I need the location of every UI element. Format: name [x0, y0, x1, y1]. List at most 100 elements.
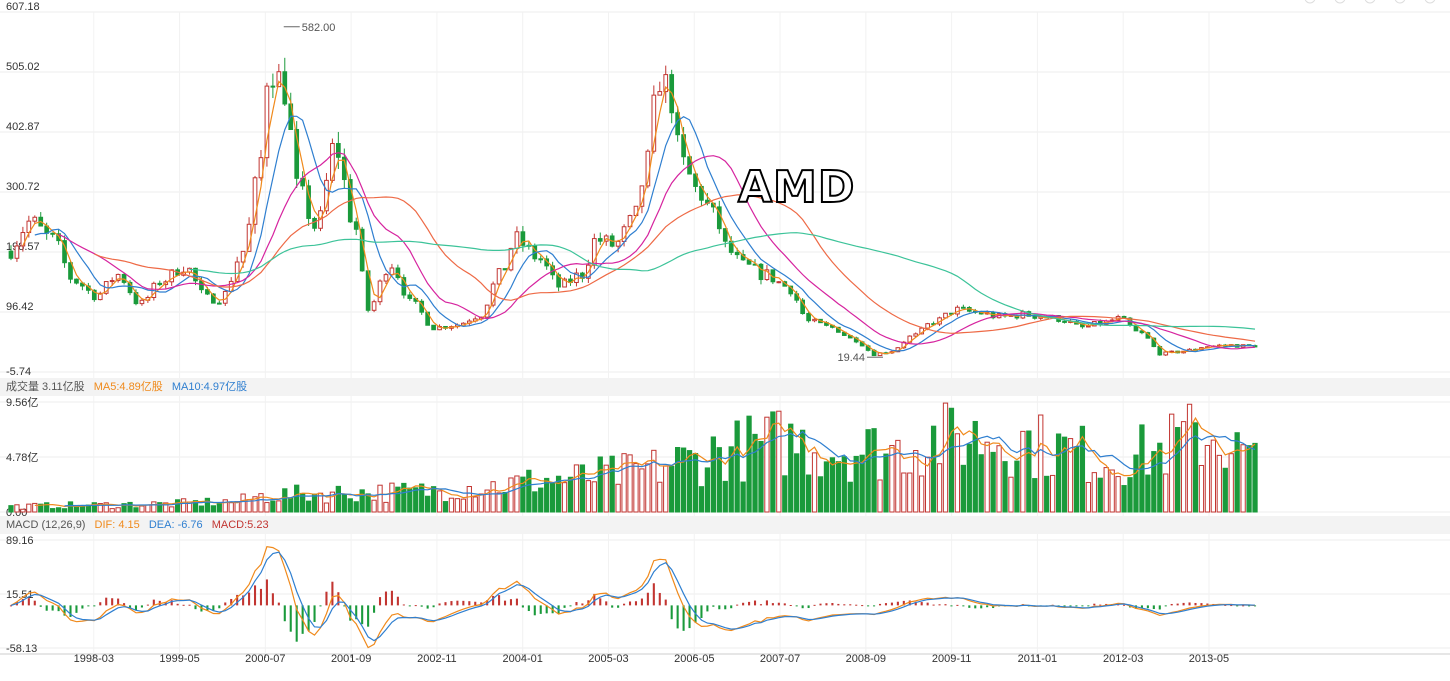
volume-bar-down: [442, 501, 449, 513]
macd-bar-positive: [146, 604, 149, 606]
volume-y-tick-label: 9.56亿: [6, 396, 38, 409]
x-tick-label: 1998-03: [74, 653, 114, 665]
volume-bar-down: [270, 500, 276, 513]
candle-down: [734, 251, 740, 256]
candle-down: [56, 233, 61, 242]
candle-up: [276, 71, 282, 88]
candle-up: [1163, 351, 1169, 356]
macd-bar-negative: [87, 605, 90, 607]
macd-bar-negative: [218, 605, 221, 609]
x-tick-label: 2001-09: [331, 653, 371, 665]
candle-down: [1062, 320, 1067, 323]
volume-bar-up: [889, 444, 895, 513]
volume-bar-up: [776, 410, 782, 513]
volume-bar-up: [1109, 469, 1115, 513]
macd-bar-negative: [795, 605, 798, 607]
max-price-label: 582.00: [302, 22, 336, 34]
price-y-tick-label: 505.02: [6, 61, 40, 73]
candle-down: [216, 302, 222, 305]
macd-bar-positive: [1200, 603, 1203, 606]
macd-bar-positive: [1188, 602, 1191, 606]
volume-bar-down: [1061, 436, 1068, 513]
price-y-tick-label: 300.72: [6, 181, 40, 193]
volume-bar-down: [55, 507, 62, 513]
macd-bar-positive: [819, 603, 822, 606]
macd-bar-negative: [974, 605, 977, 609]
macd-bar-negative: [81, 605, 84, 609]
volume-bar-up: [109, 508, 115, 513]
volume-bar-down: [61, 508, 68, 513]
macd-bar-negative: [807, 605, 810, 609]
macd-bar-negative: [950, 605, 953, 607]
macd-bar-negative: [682, 605, 685, 631]
macd-bar-negative: [1152, 605, 1155, 610]
volume-bar-down: [680, 447, 687, 513]
volume-bar-up: [139, 505, 145, 513]
candle-down: [538, 258, 544, 261]
volume-bar-up: [466, 485, 472, 513]
macd-bar-positive: [1182, 602, 1185, 606]
volume-bar-up: [919, 475, 925, 513]
macd-dif-label: DIF: 4.15: [94, 519, 140, 531]
macd-bar-positive: [390, 590, 393, 606]
macd-bar-positive: [914, 601, 917, 606]
macd-bar-negative: [140, 605, 143, 608]
macd-bar-positive: [1242, 605, 1245, 607]
volume-bar-up: [1050, 474, 1056, 513]
volume-bar-up: [811, 452, 818, 513]
x-tick-label: 2002-11: [417, 653, 457, 665]
volume-bar-up: [573, 464, 580, 513]
volume-bar-up: [942, 402, 949, 513]
macd-bar-positive: [932, 604, 935, 606]
volume-bar-up: [984, 441, 990, 513]
macd-bar-positive: [652, 583, 655, 606]
macd-bar-negative: [408, 605, 411, 607]
volume-bar-down: [669, 465, 675, 513]
macd-bar-positive: [634, 601, 638, 606]
volume-bar-down: [841, 456, 847, 513]
volume-bar-up: [895, 439, 901, 513]
macd-bar-positive: [325, 591, 328, 606]
volume-bar-down: [859, 454, 865, 513]
volume-bar-down: [1127, 477, 1133, 513]
volume-legend-label: 成交量 3.11亿股: [6, 381, 85, 393]
candle-down: [306, 185, 311, 219]
x-tick-label: 1999-05: [159, 653, 199, 665]
volume-bar-up: [222, 499, 228, 513]
volume-bar-down: [359, 489, 365, 513]
volume-bar-down: [1252, 442, 1258, 513]
macd-bar-positive: [259, 588, 263, 606]
volume-bar-up: [603, 464, 609, 513]
candle-up: [663, 74, 669, 93]
volume-bar-down: [758, 440, 764, 513]
volume-bar-up: [460, 498, 467, 513]
volume-bar-up: [329, 491, 336, 513]
volume-bar-up: [389, 482, 395, 513]
volume-bar-up: [484, 489, 490, 513]
volume-bar-down: [175, 499, 181, 513]
macd-bar-positive: [1099, 604, 1102, 606]
macd-bar-positive: [474, 601, 477, 606]
macd-bar-positive: [926, 602, 929, 606]
macd-bar-positive: [831, 603, 834, 606]
volume-bar-down: [282, 488, 288, 513]
toolbar-dot: [1424, 0, 1436, 4]
macd-bar-negative: [420, 605, 423, 607]
candle-down: [800, 299, 805, 315]
volume-bar-down: [204, 497, 211, 513]
macd-bar-negative: [545, 605, 548, 614]
macd-bar-negative: [134, 605, 138, 611]
candle-down: [74, 278, 79, 284]
volume-bar-down: [716, 447, 722, 513]
macd-bar-positive: [896, 601, 899, 606]
volume-bar-down: [216, 503, 222, 513]
volume-bar-down: [1234, 432, 1240, 513]
volume-bar-down: [704, 467, 711, 513]
volume-bar-down: [800, 429, 806, 513]
macd-bar-negative: [962, 605, 965, 607]
volume-bar-down: [728, 446, 734, 513]
macd-dea-label: DEA: -6.76: [148, 519, 203, 531]
volume-bar-down: [91, 502, 97, 513]
